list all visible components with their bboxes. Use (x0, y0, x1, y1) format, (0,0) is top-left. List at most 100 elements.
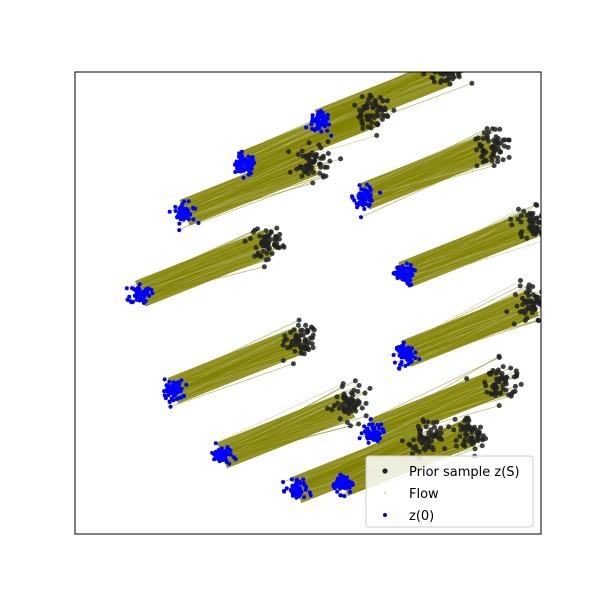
z0-point (167, 391, 172, 395)
z0-point (413, 350, 418, 355)
prior-sample-point (452, 416, 458, 422)
flow-line (126, 229, 256, 289)
z0-point (404, 261, 409, 266)
z0-point (304, 485, 309, 490)
prior-sample-point (502, 376, 508, 382)
prior-sample-point (349, 390, 354, 396)
z0-point (178, 205, 183, 210)
prior-sample-point (345, 405, 351, 411)
flow-line (220, 392, 352, 452)
flow-line (406, 204, 536, 264)
z0-point (404, 277, 409, 282)
z0-point (402, 274, 406, 278)
flow-line (169, 319, 300, 383)
prior-sample-point (497, 149, 503, 155)
z0-point (335, 489, 340, 494)
prior-sample-layer (242, 72, 541, 461)
flow-line (369, 385, 486, 437)
flow-line (145, 259, 269, 302)
z0-point (408, 266, 413, 271)
prior-sample-point (490, 144, 496, 150)
prior-sample-point (275, 244, 281, 250)
flow-line (362, 147, 493, 195)
prior-sample-point (512, 383, 518, 389)
flow-line (165, 360, 284, 399)
prior-sample-point (360, 121, 366, 127)
flow-line (381, 355, 500, 425)
prior-sample-point (496, 390, 502, 396)
prior-sample-point (422, 447, 428, 453)
flow-line (360, 135, 488, 200)
prior-sample-point (269, 250, 275, 256)
prior-sample-point (306, 162, 312, 168)
flow-line (144, 227, 277, 292)
z0-point (177, 221, 182, 226)
z0-point (377, 431, 382, 436)
prior-sample-point (291, 327, 297, 333)
z0-layer (124, 109, 422, 500)
flow-line (171, 329, 295, 387)
prior-sample-point (446, 74, 452, 80)
flow-line (320, 72, 418, 114)
z0-point (220, 453, 225, 458)
flow-line (403, 227, 534, 277)
prior-sample-point (530, 292, 536, 298)
flow-line (137, 241, 246, 295)
z0-point (235, 166, 240, 171)
z0-point (228, 448, 233, 453)
prior-sample-point (529, 228, 535, 234)
prior-sample-point (474, 147, 479, 153)
prior-sample-point (496, 403, 502, 409)
z0-point (378, 436, 383, 441)
flow-line (359, 132, 485, 186)
prior-sample-point (518, 381, 524, 387)
prior-sample-point (252, 227, 258, 233)
prior-sample-point (486, 129, 492, 135)
prior-sample-point (506, 154, 512, 160)
flow-line (177, 335, 285, 390)
prior-sample-point (430, 75, 436, 81)
prior-sample-point (538, 213, 541, 219)
z0-point (149, 287, 154, 292)
prior-sample-point (352, 102, 358, 108)
prior-sample-point (356, 399, 362, 405)
z0-point (177, 228, 182, 233)
prior-sample-point (432, 72, 438, 75)
flow-line (404, 308, 531, 357)
flow-line (139, 259, 267, 301)
z0-point (406, 274, 411, 279)
z0-point (344, 484, 349, 489)
prior-sample-point (508, 365, 514, 371)
prior-sample-point (453, 437, 459, 443)
prior-sample-point (290, 361, 296, 367)
z0-point (407, 359, 412, 364)
prior-sample-point (495, 159, 501, 165)
flow-line (214, 418, 341, 456)
prior-sample-point (325, 151, 331, 156)
prior-sample-point (426, 444, 432, 450)
z0-point (298, 481, 303, 485)
prior-sample-point (443, 72, 449, 75)
z0-point (406, 353, 411, 358)
prior-sample-point (423, 424, 429, 430)
prior-sample-point (517, 309, 523, 315)
z0-point (367, 202, 372, 207)
prior-sample-point (304, 168, 310, 174)
z0-point (167, 399, 172, 404)
flow-line (178, 165, 310, 214)
z0-point (396, 265, 401, 270)
z0-point (137, 282, 142, 287)
prior-sample-point (480, 148, 486, 154)
prior-sample-point (340, 402, 346, 408)
prior-sample-point (352, 378, 358, 384)
prior-sample-point (537, 229, 541, 235)
prior-sample-point (426, 440, 432, 446)
prior-sample-point (294, 166, 300, 172)
z0-point (410, 346, 414, 351)
prior-sample-point (497, 376, 502, 382)
flow-line (409, 231, 541, 282)
prior-sample-point (477, 142, 483, 147)
prior-sample-point (349, 408, 354, 414)
prior-sample-point (491, 163, 497, 169)
